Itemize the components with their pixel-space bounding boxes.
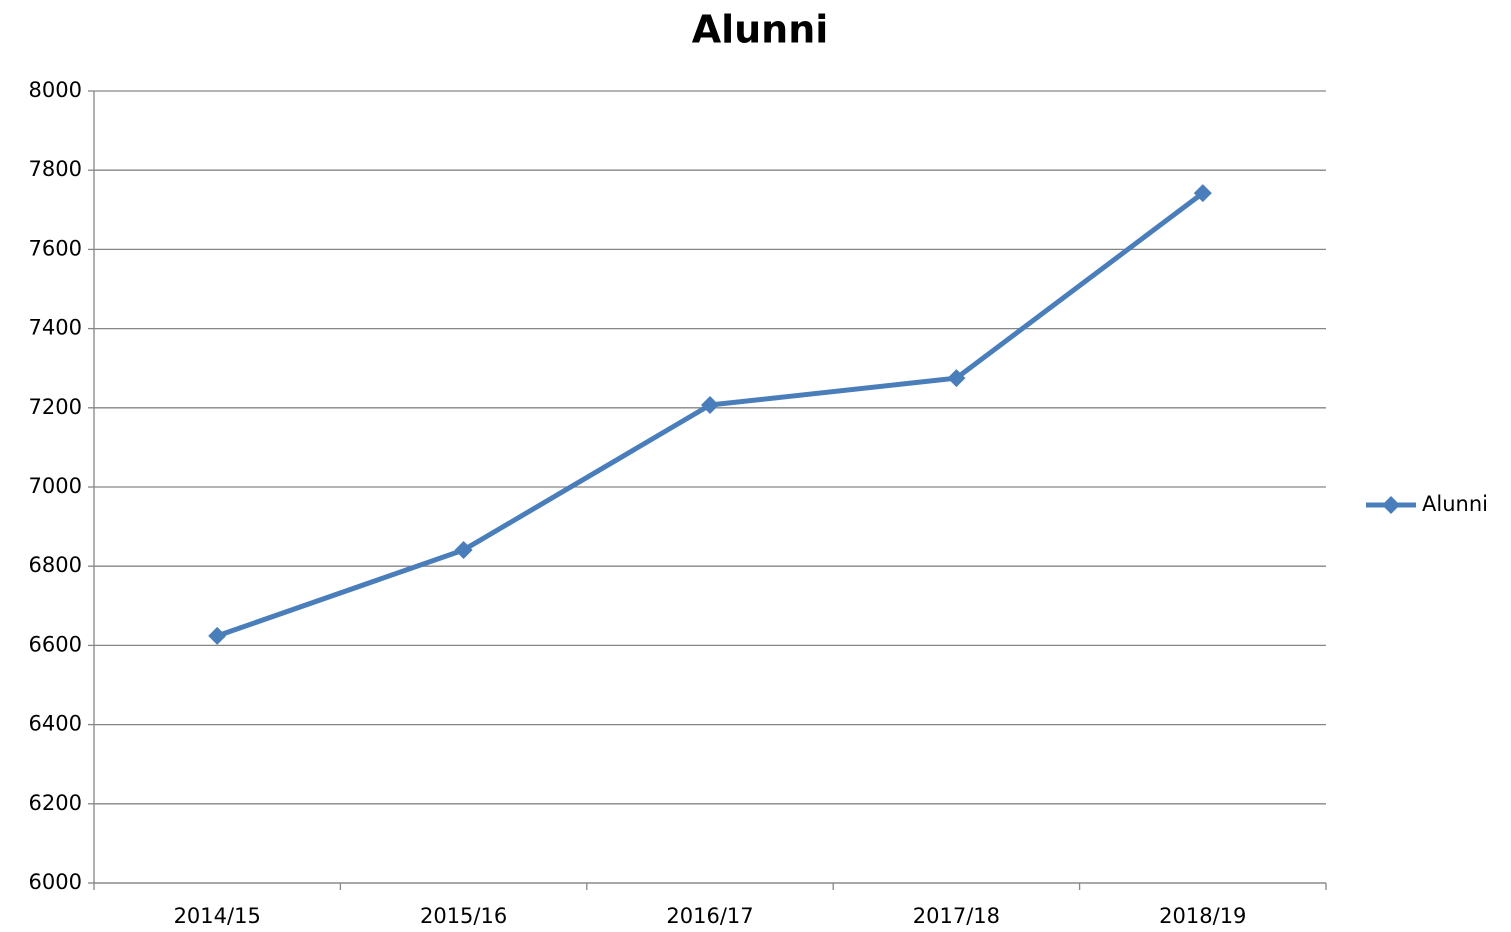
y-tick-label: 8000 bbox=[29, 78, 82, 102]
y-tick-label: 7000 bbox=[29, 474, 82, 498]
y-tick-label: 6000 bbox=[29, 870, 82, 894]
series-line bbox=[216, 191, 1205, 639]
data-point bbox=[208, 626, 227, 645]
y-tick-label: 6400 bbox=[29, 712, 82, 736]
y-tick-label: 6600 bbox=[29, 632, 82, 656]
data-point bbox=[947, 369, 966, 388]
y-tick-label: 6800 bbox=[29, 553, 82, 577]
data-point bbox=[701, 396, 719, 415]
y-tick-label: 7800 bbox=[29, 157, 82, 181]
x-tick-label: 2014/15 bbox=[174, 904, 261, 928]
y-tick-label: 7200 bbox=[29, 395, 82, 419]
y-tick-label: 7600 bbox=[29, 236, 82, 260]
data-point bbox=[454, 540, 473, 559]
x-tick-label: 2015/16 bbox=[420, 904, 507, 928]
x-tick-label: 2017/18 bbox=[913, 904, 1000, 928]
legend-label: Alunni bbox=[1422, 492, 1488, 516]
chart-title: Alunni bbox=[692, 8, 829, 52]
data-point bbox=[1193, 184, 1212, 203]
x-tick-label: 2018/19 bbox=[1159, 904, 1246, 928]
y-tick-label: 7400 bbox=[29, 316, 82, 340]
legend-marker bbox=[1382, 496, 1400, 514]
y-tick-label: 6200 bbox=[29, 791, 82, 815]
x-tick-label: 2016/17 bbox=[666, 904, 753, 928]
